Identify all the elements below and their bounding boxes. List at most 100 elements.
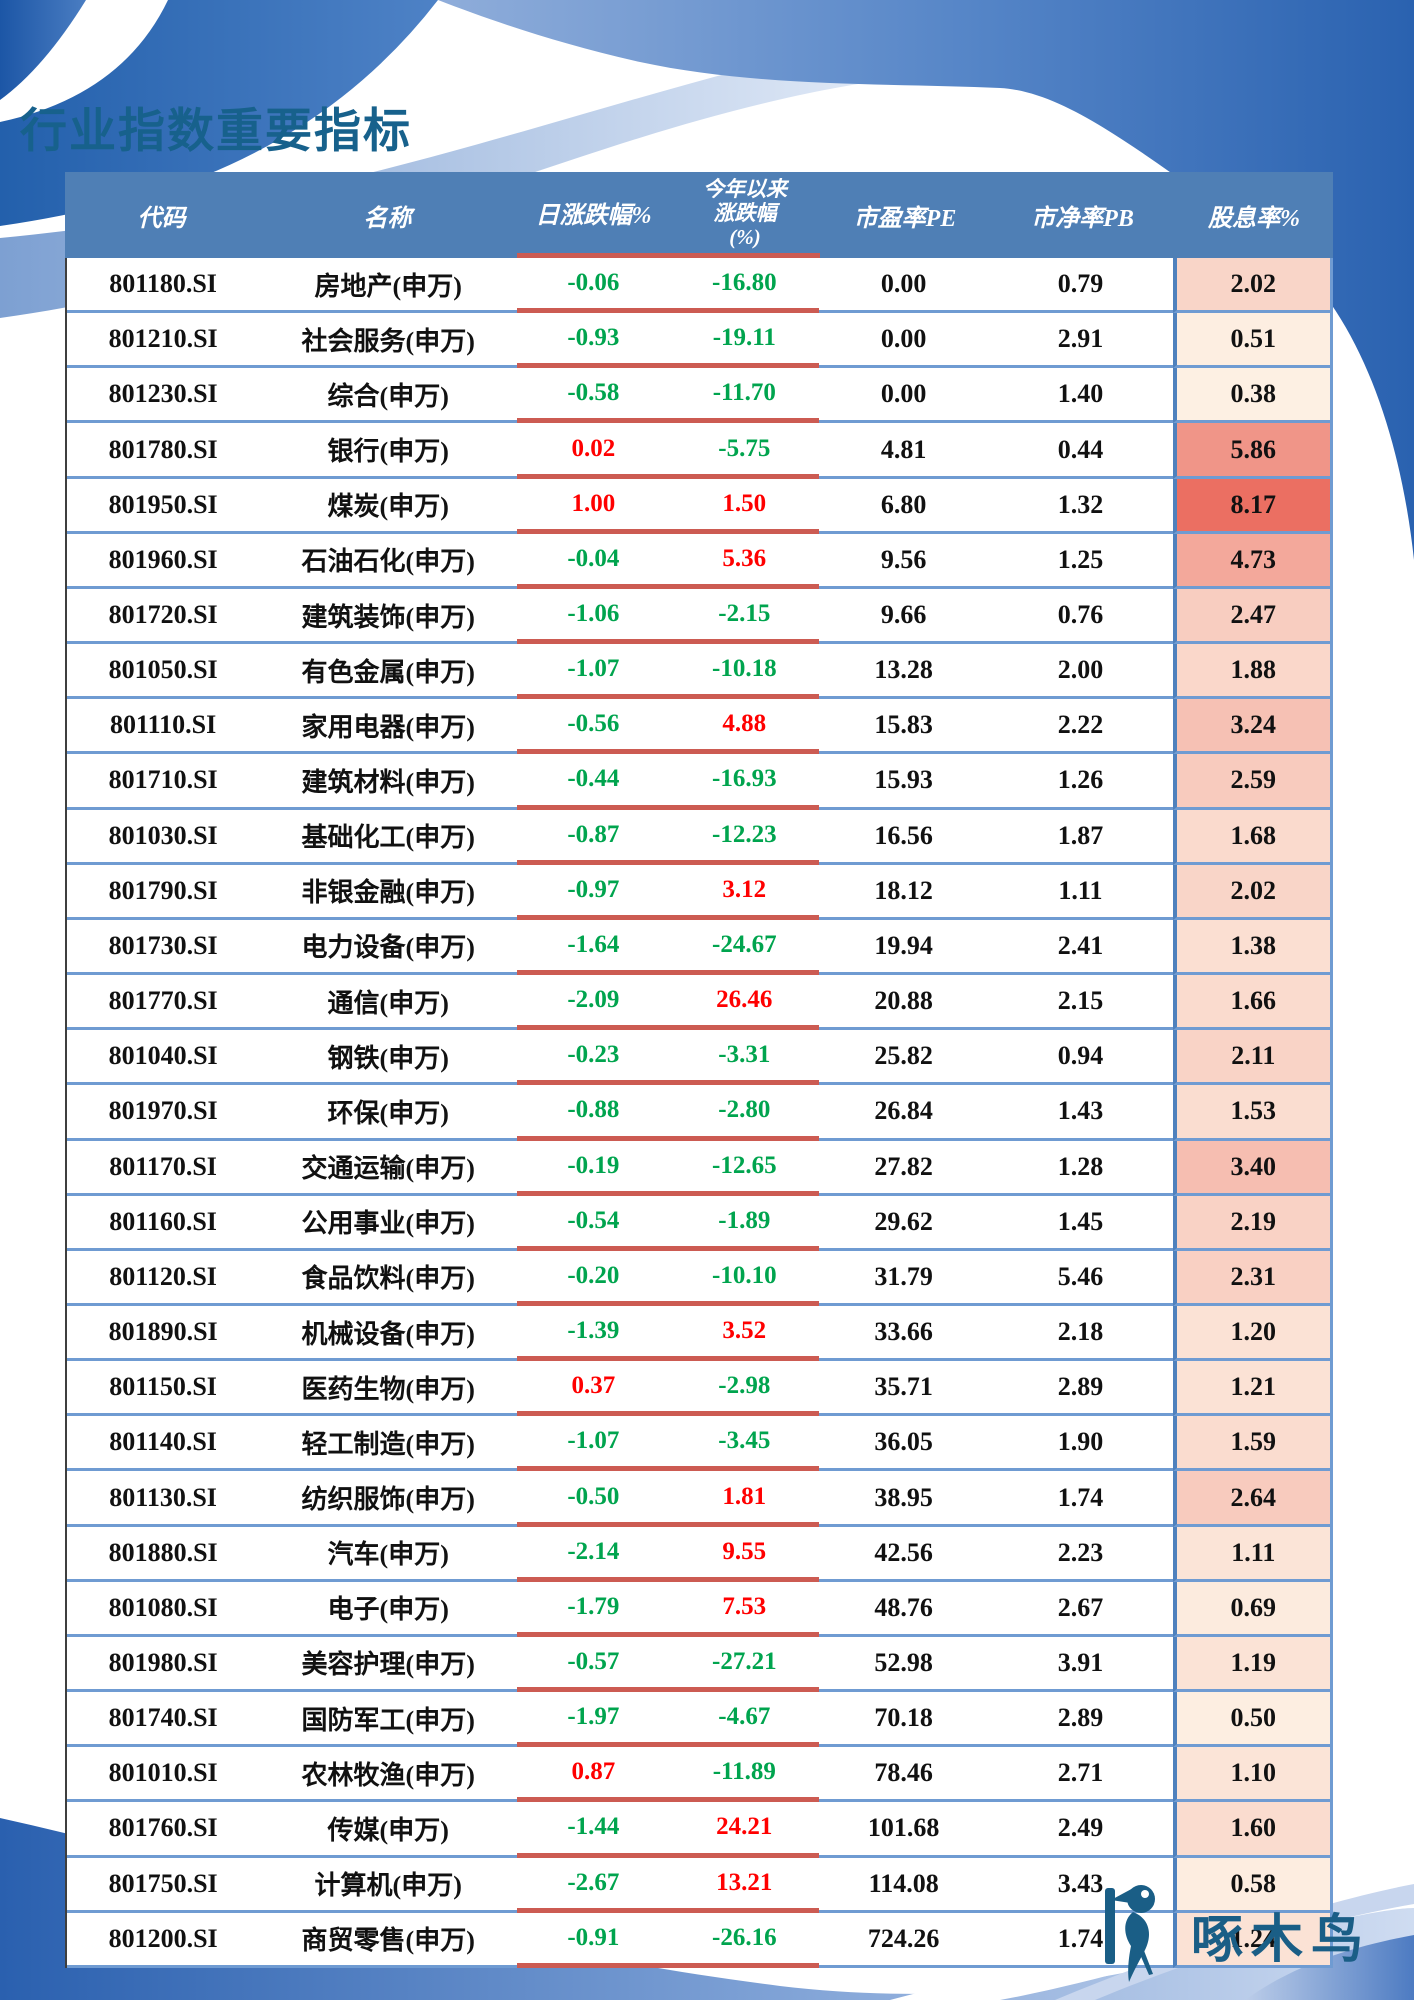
cell-name: 国防军工(申万) [259, 1692, 518, 1748]
cell-day_chg: -1.79 [517, 1582, 670, 1637]
cell-pe: 36.05 [819, 1416, 989, 1472]
cell-pb: 0.94 [988, 1030, 1173, 1086]
cell-day_chg: -0.04 [517, 534, 670, 589]
cell-div_yield: 1.59 [1172, 1416, 1330, 1472]
main-blue-field [438, 0, 1414, 560]
cell-pe: 27.82 [819, 1141, 989, 1196]
cell-div_yield: 0.38 [1172, 368, 1330, 424]
cell-ytd_chg: -19.11 [669, 313, 819, 369]
cell-code: 801030.SI [67, 810, 260, 865]
cell-name: 交通运输(申万) [259, 1141, 518, 1196]
cell-pb: 0.76 [988, 589, 1173, 645]
column-header-div_yield: 股息率% [1208, 205, 1300, 232]
cell-pe: 0.00 [819, 313, 989, 369]
cell-day_chg: -0.50 [517, 1471, 670, 1527]
cell-ytd_chg: -2.15 [669, 589, 819, 645]
cell-div_yield: 2.64 [1172, 1471, 1330, 1527]
cell-name: 非银金融(申万) [259, 865, 518, 920]
table-row: 801210.SI 社会服务(申万) -0.93 -19.11 0.00 2.91 0.51 [67, 313, 1330, 369]
cell-day_chg: -0.93 [517, 313, 670, 369]
cell-code: 801180.SI [67, 258, 260, 314]
cell-pb: 3.43 [988, 1858, 1173, 1913]
cell-div_yield: 2.19 [1172, 1195, 1330, 1251]
cell-day_chg: -0.54 [517, 1196, 670, 1251]
cell-name: 汽车(申万) [259, 1527, 518, 1582]
cell-div_yield: 8.17 [1172, 478, 1330, 534]
cell-pe: 33.66 [819, 1306, 989, 1362]
cell-pb: 1.40 [988, 368, 1173, 424]
cell-day_chg: -2.14 [517, 1527, 670, 1582]
cell-ytd_chg: -2.80 [669, 1085, 819, 1141]
cell-ytd_chg: -12.23 [669, 810, 819, 865]
cell-code: 801980.SI [67, 1637, 260, 1693]
column-header-pe: 市盈率PE [853, 205, 957, 232]
cell-div_yield: 2.59 [1172, 754, 1330, 810]
industry-index-table: 代码 名称 日涨跌幅% 今年以来 涨跌幅 (%) 市盈率PE 市净率PB 股息率% 8011… [65, 172, 1333, 1968]
cell-ytd_chg: -11.89 [669, 1747, 819, 1803]
cell-div_yield: 1.68 [1172, 809, 1330, 865]
cell-day_chg: -2.09 [517, 975, 670, 1031]
cell-code: 801760.SI [67, 1802, 260, 1858]
cell-pb: 1.32 [988, 479, 1173, 534]
cell-name: 石油石化(申万) [259, 534, 518, 589]
cell-ytd_chg: 13.21 [669, 1858, 819, 1913]
cell-ytd_chg: -4.67 [669, 1692, 819, 1748]
cell-div_yield: 3.40 [1172, 1140, 1330, 1196]
cell-pe: 114.08 [819, 1858, 989, 1913]
cell-day_chg: -0.57 [517, 1637, 670, 1693]
table-row: 801720.SI 建筑装饰(申万) -1.06 -2.15 9.66 0.76 2.47 [67, 588, 1330, 645]
cell-pb: 2.89 [988, 1692, 1173, 1748]
cell-pb: 1.87 [988, 810, 1173, 865]
cell-div_yield: 1.20 [1172, 1305, 1330, 1362]
cell-pe: 16.56 [819, 810, 989, 865]
cell-pb: 1.25 [988, 534, 1173, 589]
cell-ytd_chg: -2.98 [669, 1361, 819, 1417]
cell-name: 有色金属(申万) [259, 644, 518, 700]
cell-ytd_chg: 9.55 [669, 1527, 819, 1582]
cell-pb: 2.71 [988, 1747, 1173, 1803]
cell-name: 家用电器(申万) [259, 699, 518, 755]
table-row: 801760.SI 传媒(申万) -1.44 24.21 101.68 2.49 1.60 [67, 1802, 1330, 1858]
cell-div_yield: 2.02 [1172, 258, 1330, 314]
cell-code: 801750.SI [67, 1858, 260, 1913]
table-row: 801770.SI 通信(申万) -2.09 26.46 20.88 2.15 1.66 [67, 975, 1330, 1031]
cell-ytd_chg: 5.36 [669, 534, 819, 589]
cell-day_chg: -1.44 [517, 1802, 670, 1858]
cell-pe: 52.98 [819, 1637, 989, 1693]
cell-pb: 2.91 [988, 313, 1173, 369]
cell-pb: 1.26 [988, 754, 1173, 810]
cell-day_chg: -0.88 [517, 1085, 670, 1141]
cell-pe: 48.76 [819, 1582, 989, 1637]
cell-div_yield: 0.51 [1172, 313, 1330, 369]
cell-code: 801880.SI [67, 1527, 260, 1582]
cell-div_yield: 2.11 [1172, 1030, 1330, 1086]
table-row: 801950.SI 煤炭(申万) 1.00 1.50 6.80 1.32 8.17 [67, 478, 1330, 534]
cell-name: 机械设备(申万) [259, 1306, 518, 1362]
table-row: 801970.SI 环保(申万) -0.88 -2.80 26.84 1.43 1.53 [67, 1085, 1330, 1141]
cell-day_chg: -0.44 [517, 754, 670, 810]
cell-name: 医药生物(申万) [259, 1361, 518, 1417]
page-title: 行业指数重要指标 [20, 104, 412, 157]
cell-pe: 101.68 [819, 1802, 989, 1858]
cell-code: 801720.SI [67, 589, 260, 645]
cell-pe: 29.62 [819, 1196, 989, 1251]
cell-pe: 20.88 [819, 975, 989, 1031]
cell-ytd_chg: -10.18 [669, 644, 819, 700]
cell-div_yield: 1.19 [1172, 1636, 1330, 1693]
cell-ytd_chg: -27.21 [669, 1637, 819, 1693]
table-row: 801750.SI 计算机(申万) -2.67 13.21 114.08 3.43 0.58 [67, 1857, 1330, 1913]
table-row: 801180.SI 房地产(申万) -0.06 -16.80 0.00 0.79 2.02 [67, 258, 1330, 314]
column-header-pb: 市净率PB [1031, 205, 1134, 232]
cell-pe: 9.56 [819, 534, 989, 589]
cell-div_yield: 0.69 [1172, 1581, 1330, 1637]
cell-name: 计算机(申万) [259, 1858, 518, 1913]
cell-code: 801210.SI [67, 313, 260, 369]
cell-name: 农林牧渔(申万) [259, 1747, 518, 1803]
cell-ytd_chg: -26.16 [669, 1913, 819, 1968]
cell-ytd_chg: -3.45 [669, 1416, 819, 1472]
cell-ytd_chg: -24.67 [669, 920, 819, 976]
table-row: 801170.SI 交通运输(申万) -0.19 -12.65 27.82 1.28 3.4… [67, 1140, 1330, 1196]
cell-div_yield: 0.58 [1172, 1857, 1330, 1913]
cell-pb: 5.46 [988, 1251, 1173, 1306]
cell-code: 801970.SI [67, 1085, 260, 1141]
